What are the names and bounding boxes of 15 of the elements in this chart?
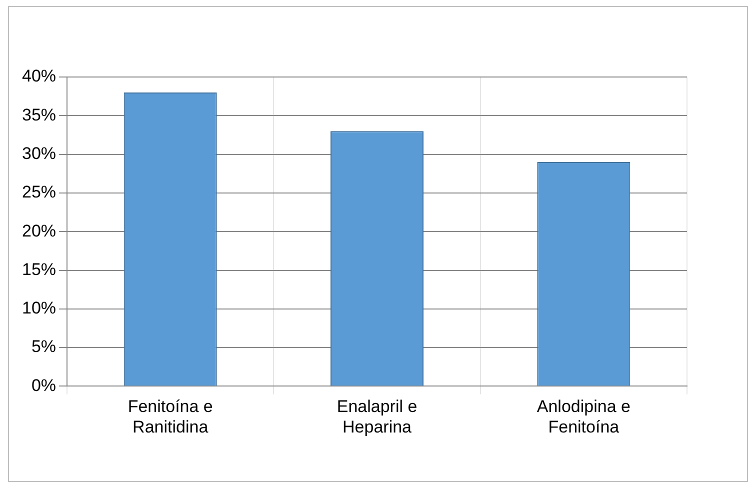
y-tick-label: 10% bbox=[22, 298, 56, 318]
y-tick-label: 35% bbox=[22, 105, 56, 124]
y-tick-label: 25% bbox=[22, 182, 56, 202]
y-tick-label: 40% bbox=[22, 66, 56, 86]
category-label: Anlodipina e bbox=[536, 397, 630, 416]
category-label: Fenitoína bbox=[548, 417, 620, 436]
y-tick-label: 5% bbox=[31, 337, 56, 356]
y-tick-label: 20% bbox=[22, 221, 56, 240]
category-label: Enalapril e bbox=[336, 397, 418, 416]
y-tick-label: 0% bbox=[31, 376, 56, 395]
y-tick-label: 30% bbox=[22, 144, 56, 163]
category-label: Heparina bbox=[342, 417, 412, 436]
y-tick-label: 15% bbox=[22, 260, 56, 279]
category-label: Ranitidina bbox=[132, 417, 208, 436]
category-label: Fenitoína e bbox=[128, 397, 213, 416]
